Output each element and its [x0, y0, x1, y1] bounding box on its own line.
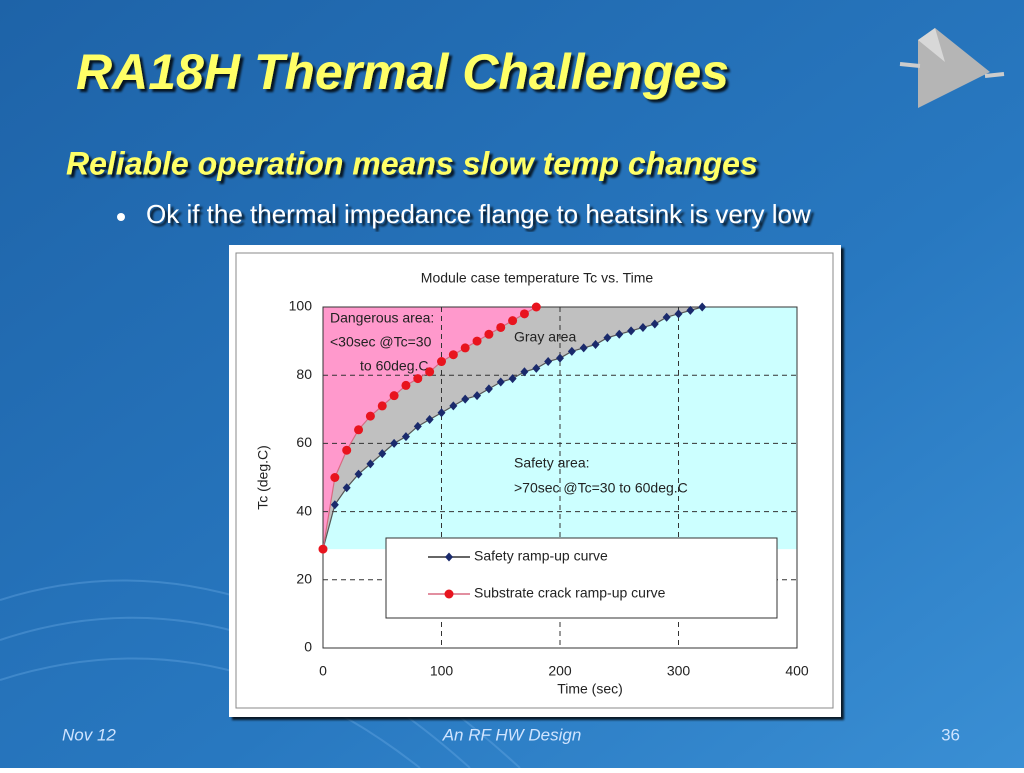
point [365, 411, 375, 421]
point [461, 394, 470, 404]
point [603, 333, 612, 343]
point [425, 415, 434, 425]
danger-region [323, 307, 537, 550]
y-tick-label: 0 [304, 639, 312, 655]
point [698, 302, 707, 312]
point [674, 309, 683, 319]
point [366, 459, 375, 469]
point [532, 363, 541, 373]
point [484, 329, 494, 339]
point [473, 391, 482, 401]
y-tick-label: 80 [296, 366, 312, 382]
gray-region [323, 307, 703, 550]
chart-title: Module case temperature Tc vs. Time [421, 270, 654, 286]
point [520, 367, 529, 377]
point [342, 445, 352, 455]
point [445, 552, 453, 562]
point [444, 589, 454, 599]
point [508, 316, 518, 326]
point [342, 483, 351, 493]
point [460, 343, 470, 353]
page-number: 36 [941, 725, 960, 744]
legend-label: Safety ramp-up curve [474, 548, 608, 564]
point [591, 340, 600, 350]
annotation: Gray area [514, 329, 576, 345]
point [567, 346, 576, 356]
point [377, 401, 387, 411]
point [556, 353, 564, 363]
point [519, 309, 529, 319]
annotation: <30sec @Tc=30 [330, 334, 432, 350]
point [437, 408, 446, 418]
point [330, 500, 339, 510]
footer-center: An RF HW Design [442, 725, 582, 744]
y-tick-label: 20 [296, 571, 312, 587]
logo [899, 28, 1005, 108]
point [413, 421, 422, 431]
point [579, 343, 588, 353]
point [330, 473, 340, 482]
annotation: >70sec @Tc=30 to 60deg.C [514, 480, 688, 496]
annotation: to 60deg.C [360, 358, 429, 374]
x-axis-label: Time (sec) [557, 681, 623, 697]
point [390, 438, 399, 448]
point [686, 305, 695, 315]
point [662, 312, 671, 322]
subtitle: Reliable operation means slow temp chang… [66, 145, 758, 181]
point [401, 432, 410, 442]
point [496, 322, 506, 332]
point [389, 391, 399, 401]
point [531, 302, 541, 312]
point [650, 319, 659, 329]
bullet-text: Ok if the thermal impedance flange to he… [146, 199, 811, 229]
point [627, 326, 636, 336]
x-tick-label: 300 [667, 663, 691, 679]
point [318, 544, 328, 554]
plot: 0 20 40 60 80 100 0 100 200 300 400 Time (sec) Tc (d… [255, 298, 809, 697]
point [425, 367, 435, 377]
point [472, 336, 482, 346]
point [378, 449, 387, 459]
point [615, 329, 624, 339]
point [413, 374, 423, 384]
x-tick-label: 400 [785, 663, 809, 679]
annotation: Safety area: [514, 455, 590, 471]
x-tick-label: 200 [548, 663, 572, 679]
footer-date: Nov 12 [62, 725, 116, 744]
x-tick-label: 100 [430, 663, 454, 679]
point [354, 425, 364, 435]
point [401, 380, 411, 390]
point [437, 357, 446, 367]
point [496, 377, 505, 387]
y-tick-label: 60 [296, 434, 312, 450]
y-tick-label: 40 [296, 502, 312, 518]
legend-label: Substrate crack ramp-up curve [474, 585, 666, 601]
point [354, 469, 363, 479]
y-tick-label: 100 [289, 298, 313, 314]
point [484, 384, 493, 394]
point [449, 401, 458, 411]
x-tick-label: 0 [319, 663, 327, 679]
slide-title: RA18H Thermal Challenges [76, 44, 729, 100]
point [448, 350, 458, 360]
point [544, 357, 553, 367]
legend-box [385, 537, 778, 619]
y-axis-label: Tc (deg.C) [255, 445, 271, 510]
annotation: Dangerous area: [330, 310, 434, 326]
bullet-dot [117, 213, 125, 221]
point [508, 374, 517, 384]
plot-border [322, 306, 798, 649]
point [638, 322, 647, 332]
